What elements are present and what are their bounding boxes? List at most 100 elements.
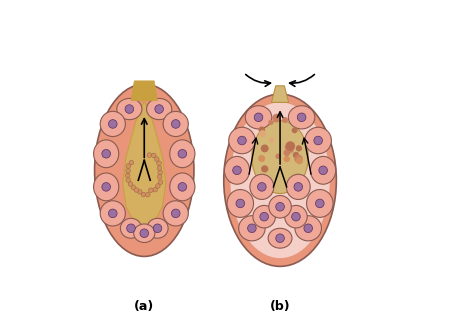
Circle shape (109, 120, 117, 128)
Circle shape (314, 136, 322, 145)
Circle shape (285, 141, 295, 151)
Circle shape (258, 155, 265, 162)
Circle shape (155, 105, 164, 113)
Circle shape (172, 120, 180, 128)
Circle shape (157, 166, 162, 170)
Circle shape (319, 166, 328, 175)
Ellipse shape (310, 156, 336, 184)
Circle shape (293, 152, 299, 158)
Circle shape (285, 145, 290, 150)
Ellipse shape (134, 224, 155, 242)
Polygon shape (272, 86, 289, 103)
Circle shape (102, 183, 110, 191)
Circle shape (152, 153, 156, 158)
Circle shape (316, 199, 324, 208)
Ellipse shape (305, 127, 331, 154)
Ellipse shape (253, 205, 275, 228)
Ellipse shape (224, 156, 250, 184)
Ellipse shape (285, 205, 307, 228)
Ellipse shape (120, 218, 142, 238)
Ellipse shape (288, 106, 315, 129)
Circle shape (276, 202, 284, 211)
Circle shape (233, 166, 241, 175)
Circle shape (247, 224, 256, 232)
Ellipse shape (269, 195, 292, 218)
Polygon shape (123, 101, 166, 231)
Circle shape (125, 105, 134, 113)
Ellipse shape (117, 99, 142, 120)
Circle shape (257, 183, 266, 191)
Ellipse shape (100, 201, 126, 226)
Circle shape (276, 234, 284, 242)
Circle shape (140, 229, 148, 237)
Ellipse shape (230, 103, 330, 258)
Circle shape (261, 144, 269, 152)
Circle shape (269, 138, 274, 143)
Circle shape (153, 187, 157, 192)
Ellipse shape (252, 121, 308, 193)
Circle shape (272, 114, 281, 123)
Circle shape (126, 168, 130, 173)
Circle shape (146, 192, 150, 197)
Ellipse shape (229, 127, 255, 154)
Polygon shape (131, 81, 157, 101)
Ellipse shape (268, 228, 292, 248)
Circle shape (304, 224, 312, 232)
Ellipse shape (163, 201, 188, 226)
Circle shape (153, 224, 162, 232)
Circle shape (147, 153, 152, 157)
Circle shape (158, 180, 163, 184)
Ellipse shape (238, 216, 265, 241)
Circle shape (282, 117, 288, 123)
Circle shape (261, 165, 268, 173)
Circle shape (102, 149, 110, 158)
Circle shape (131, 185, 136, 190)
Ellipse shape (227, 189, 254, 217)
Circle shape (127, 224, 135, 232)
Circle shape (155, 184, 160, 188)
Ellipse shape (146, 99, 172, 120)
Text: (b): (b) (270, 300, 291, 313)
Circle shape (137, 189, 142, 194)
Circle shape (141, 192, 146, 197)
Circle shape (283, 156, 290, 162)
Circle shape (292, 212, 300, 221)
Circle shape (297, 113, 306, 122)
Ellipse shape (245, 106, 272, 129)
Circle shape (178, 149, 187, 158)
Circle shape (157, 175, 162, 179)
Ellipse shape (93, 173, 119, 201)
Circle shape (134, 188, 138, 192)
Circle shape (237, 136, 246, 145)
Circle shape (178, 183, 187, 191)
Circle shape (109, 209, 117, 218)
Circle shape (292, 127, 298, 133)
Ellipse shape (100, 111, 126, 137)
Ellipse shape (163, 111, 188, 137)
Ellipse shape (295, 216, 321, 241)
Circle shape (283, 149, 290, 156)
Circle shape (258, 126, 265, 133)
Circle shape (294, 183, 302, 191)
Ellipse shape (147, 218, 168, 238)
Circle shape (125, 173, 130, 178)
Ellipse shape (286, 174, 310, 199)
Circle shape (260, 212, 268, 221)
Ellipse shape (95, 84, 194, 257)
Circle shape (275, 154, 281, 159)
Circle shape (129, 160, 134, 165)
Text: (a): (a) (134, 300, 155, 313)
Circle shape (294, 155, 303, 163)
Ellipse shape (250, 174, 274, 199)
Ellipse shape (307, 189, 333, 217)
Circle shape (157, 161, 161, 166)
Circle shape (287, 147, 294, 153)
Circle shape (128, 182, 133, 186)
Circle shape (172, 209, 180, 218)
Circle shape (158, 170, 163, 175)
Ellipse shape (93, 140, 119, 168)
Ellipse shape (170, 173, 195, 201)
Circle shape (254, 113, 263, 122)
Circle shape (296, 157, 303, 164)
Circle shape (296, 145, 302, 152)
